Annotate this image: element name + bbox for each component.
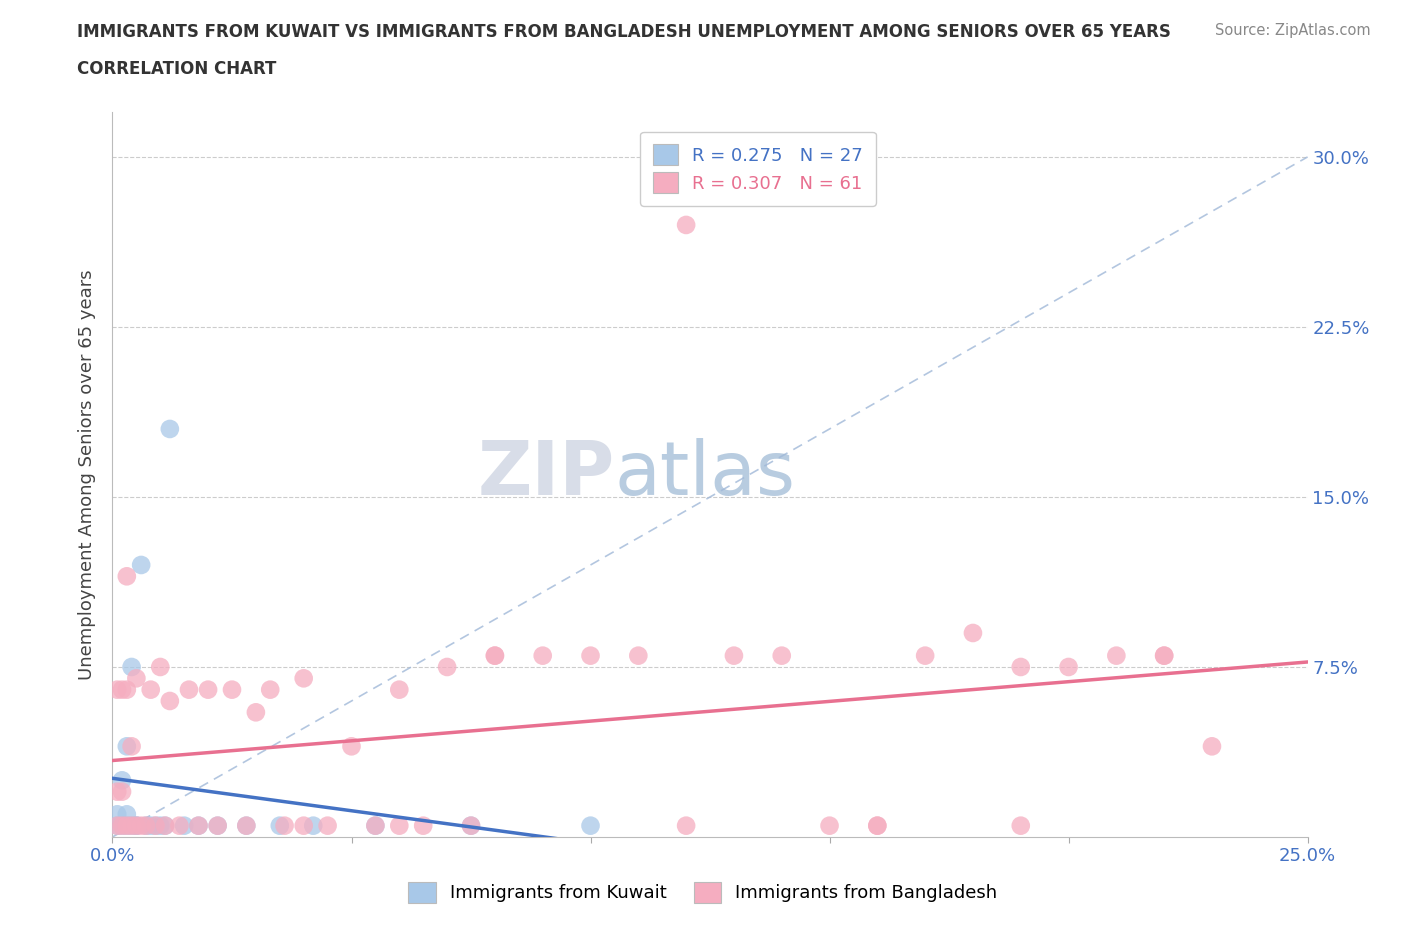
- Point: [105, 818, 128, 833]
- Text: CORRELATION CHART: CORRELATION CHART: [77, 60, 277, 78]
- Text: IMMIGRANTS FROM KUWAIT VS IMMIGRANTS FROM BANGLADESH UNEMPLOYMENT AMONG SENIORS : IMMIGRANTS FROM KUWAIT VS IMMIGRANTS FRO…: [77, 23, 1171, 41]
- Point: [221, 683, 243, 698]
- Point: [121, 659, 143, 674]
- Point: [115, 818, 138, 833]
- Point: [207, 818, 229, 833]
- Point: [675, 818, 697, 833]
- Point: [364, 818, 387, 833]
- Legend: Immigrants from Kuwait, Immigrants from Bangladesh: Immigrants from Kuwait, Immigrants from …: [401, 874, 1005, 910]
- Point: [169, 818, 191, 833]
- Point: [135, 818, 157, 833]
- Point: [197, 683, 219, 698]
- Point: [149, 659, 172, 674]
- Point: [962, 626, 984, 641]
- Point: [105, 683, 128, 698]
- Point: [579, 648, 602, 663]
- Point: [1057, 659, 1080, 674]
- Point: [125, 818, 148, 833]
- Point: [1010, 659, 1032, 674]
- Text: Source: ZipAtlas.com: Source: ZipAtlas.com: [1215, 23, 1371, 38]
- Y-axis label: Unemployment Among Seniors over 65 years: Unemployment Among Seniors over 65 years: [77, 269, 96, 680]
- Point: [340, 738, 363, 753]
- Point: [1201, 738, 1223, 753]
- Point: [292, 818, 315, 833]
- Legend: R = 0.275   N = 27, R = 0.307   N = 61: R = 0.275 N = 27, R = 0.307 N = 61: [640, 131, 876, 206]
- Point: [139, 818, 162, 833]
- Point: [115, 569, 138, 584]
- Point: [111, 818, 134, 833]
- Point: [105, 784, 128, 799]
- Point: [484, 648, 506, 663]
- Point: [187, 818, 209, 833]
- Point: [723, 648, 745, 663]
- Point: [388, 683, 411, 698]
- Point: [412, 818, 434, 833]
- Point: [125, 671, 148, 685]
- Point: [111, 818, 134, 833]
- Point: [914, 648, 936, 663]
- Point: [115, 738, 138, 753]
- Point: [125, 818, 148, 833]
- Point: [436, 659, 458, 674]
- Point: [129, 818, 152, 833]
- Point: [125, 818, 148, 833]
- Point: [115, 683, 138, 698]
- Point: [1105, 648, 1128, 663]
- Point: [1153, 648, 1175, 663]
- Point: [145, 818, 167, 833]
- Point: [173, 818, 195, 833]
- Point: [105, 807, 128, 822]
- Point: [460, 818, 482, 833]
- Point: [273, 818, 295, 833]
- Point: [111, 683, 134, 698]
- Point: [259, 683, 281, 698]
- Point: [187, 818, 209, 833]
- Point: [121, 818, 143, 833]
- Point: [770, 648, 793, 663]
- Point: [135, 818, 157, 833]
- Point: [159, 694, 181, 709]
- Point: [129, 558, 152, 573]
- Point: [460, 818, 482, 833]
- Point: [364, 818, 387, 833]
- Point: [866, 818, 889, 833]
- Point: [149, 818, 172, 833]
- Point: [235, 818, 257, 833]
- Point: [245, 705, 267, 720]
- Point: [1010, 818, 1032, 833]
- Point: [675, 218, 697, 232]
- Point: [579, 818, 602, 833]
- Point: [207, 818, 229, 833]
- Point: [121, 818, 143, 833]
- Point: [818, 818, 841, 833]
- Point: [153, 818, 176, 833]
- Point: [121, 738, 143, 753]
- Point: [292, 671, 315, 685]
- Text: ZIP: ZIP: [477, 438, 614, 511]
- Point: [139, 683, 162, 698]
- Text: atlas: atlas: [614, 438, 796, 511]
- Point: [1153, 648, 1175, 663]
- Point: [153, 818, 176, 833]
- Point: [235, 818, 257, 833]
- Point: [316, 818, 339, 833]
- Point: [269, 818, 291, 833]
- Point: [177, 683, 200, 698]
- Point: [111, 773, 134, 788]
- Point: [627, 648, 650, 663]
- Point: [302, 818, 325, 833]
- Point: [111, 784, 134, 799]
- Point: [115, 807, 138, 822]
- Point: [866, 818, 889, 833]
- Point: [388, 818, 411, 833]
- Point: [115, 818, 138, 833]
- Point: [531, 648, 554, 663]
- Point: [105, 818, 128, 833]
- Point: [145, 818, 167, 833]
- Point: [484, 648, 506, 663]
- Point: [159, 421, 181, 436]
